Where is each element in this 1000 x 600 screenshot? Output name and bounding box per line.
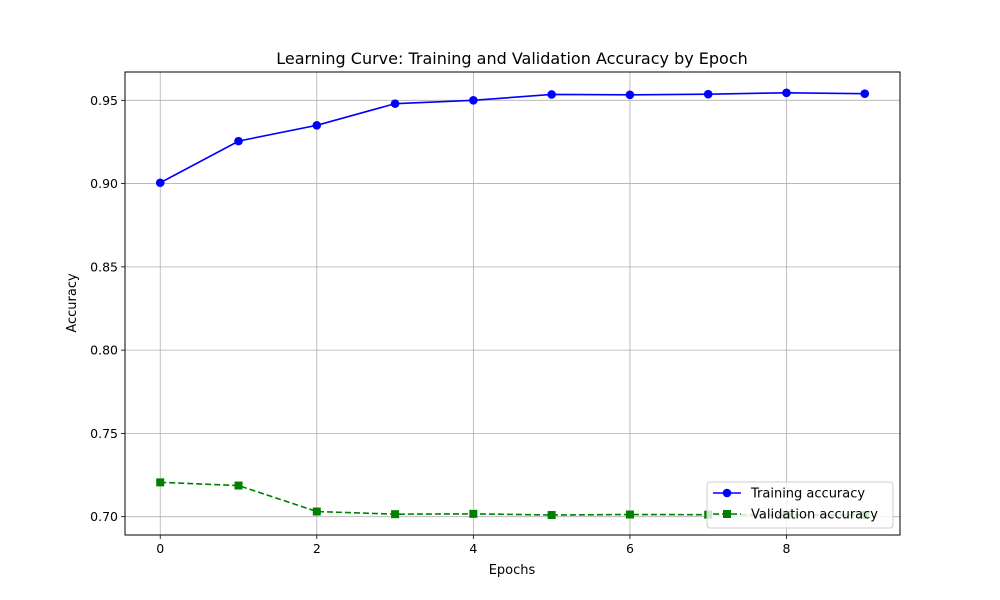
x-tick-label: 4 xyxy=(469,541,477,556)
y-tick-label: 0.75 xyxy=(90,426,118,441)
data-point xyxy=(234,136,243,146)
x-tick-label: 0 xyxy=(156,541,164,556)
data-point xyxy=(312,507,321,516)
series-layer xyxy=(155,88,870,520)
data-point xyxy=(625,90,635,100)
data-point xyxy=(860,89,870,98)
y-tick-label: 0.70 xyxy=(90,509,118,524)
legend: Training accuracy Validation accuracy xyxy=(706,481,894,529)
series-line xyxy=(160,481,865,516)
legend-label: Training accuracy xyxy=(750,487,865,502)
data-point xyxy=(625,510,634,519)
x-tick-label: 2 xyxy=(313,541,321,556)
legend-box xyxy=(706,481,894,529)
grid xyxy=(125,72,900,535)
data-point xyxy=(547,90,556,99)
x-axis-label: Epochs xyxy=(489,563,536,578)
data-point xyxy=(547,511,556,520)
data-point xyxy=(234,481,243,490)
y-axis-label: Accuracy xyxy=(65,273,80,333)
y-tick-label: 0.90 xyxy=(90,176,118,191)
x-tick-label: 6 xyxy=(626,541,634,556)
ticks: 0 2 4 6 8 0.70 0.75 0.80 0.85 0.90 0.95 xyxy=(90,93,790,556)
series-training xyxy=(155,88,870,188)
data-point xyxy=(155,178,165,188)
data-point xyxy=(156,478,165,487)
chart-title: Learning Curve: Training and Validation … xyxy=(276,49,748,68)
data-point xyxy=(390,99,400,108)
data-point xyxy=(703,89,713,99)
y-tick-label: 0.85 xyxy=(90,259,118,274)
data-point xyxy=(312,120,322,130)
data-point xyxy=(469,509,478,518)
legend-label: Validation accuracy xyxy=(751,508,878,523)
series-line xyxy=(159,92,865,184)
y-tick-label: 0.95 xyxy=(90,93,118,108)
plot-frame xyxy=(124,71,901,536)
x-tick-label: 8 xyxy=(783,541,791,556)
data-point xyxy=(469,96,478,105)
data-point xyxy=(782,88,791,98)
y-tick-label: 0.80 xyxy=(90,343,118,358)
data-point xyxy=(391,510,400,519)
legend-marker xyxy=(723,510,731,518)
legend-marker xyxy=(722,488,732,498)
